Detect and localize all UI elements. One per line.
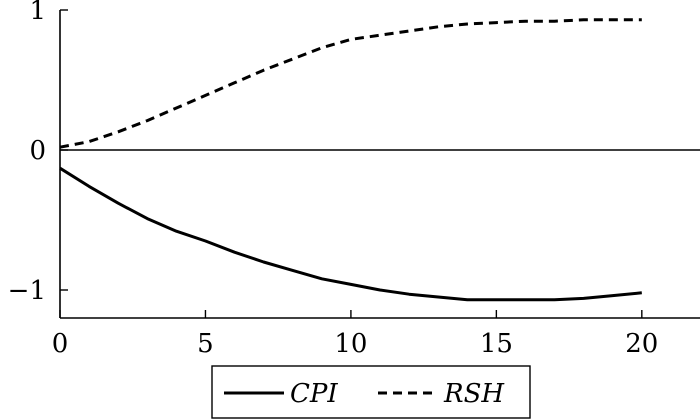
x-tick-label: 0 <box>52 329 69 359</box>
legend-label-cpi: CPI <box>290 379 338 409</box>
y-tick-label: −1 <box>8 276 46 306</box>
y-tick-label: 0 <box>29 136 46 166</box>
legend: CPI RSH <box>211 365 531 419</box>
y-tick-label: 1 <box>29 0 46 26</box>
series-line-rsh <box>59 18 642 149</box>
x-tick-label: 20 <box>625 329 658 359</box>
x-tick-label: 5 <box>197 329 214 359</box>
plot-area <box>59 18 700 302</box>
series-line-cpi <box>59 166 642 302</box>
x-tick-label: 15 <box>480 329 513 359</box>
legend-label-rsh: RSH <box>443 379 505 409</box>
x-tick-label: 10 <box>334 329 367 359</box>
